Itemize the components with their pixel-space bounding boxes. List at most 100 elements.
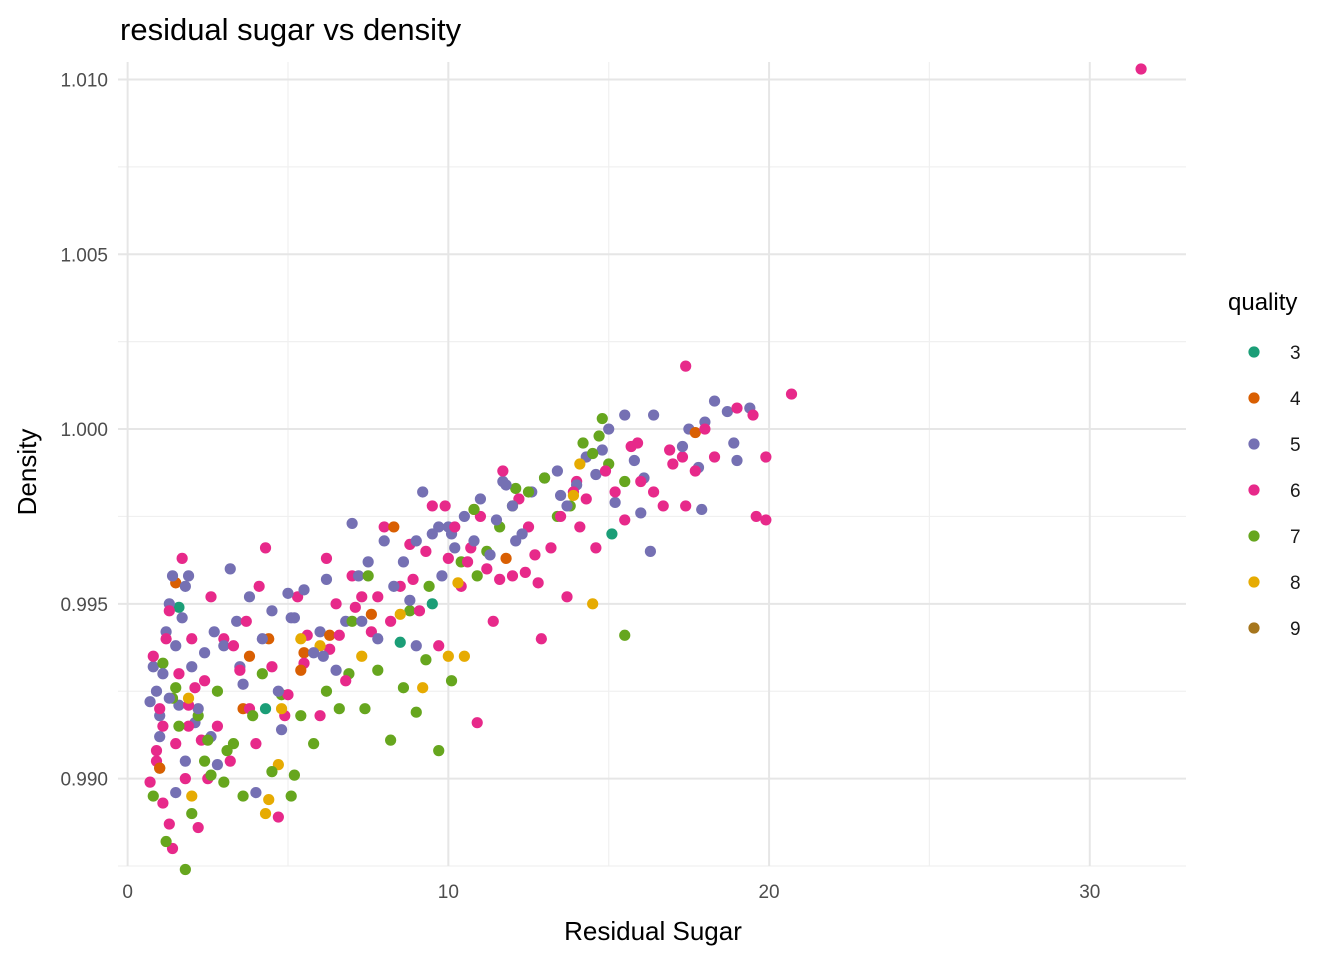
data-point-quality-6 (192, 821, 204, 834)
data-point-quality-6 (160, 633, 172, 645)
data-point-quality-5 (186, 661, 198, 673)
data-point-quality-8 (458, 650, 470, 662)
data-point-quality-6 (385, 615, 397, 627)
data-point-quality-5 (728, 437, 740, 449)
data-point-quality-7 (359, 703, 371, 715)
data-point-quality-5 (352, 570, 365, 582)
data-point-quality-7 (471, 570, 483, 582)
data-points (144, 63, 1147, 876)
data-point-quality-5 (179, 580, 191, 592)
data-point-quality-5 (346, 517, 358, 530)
data-point-quality-5 (282, 587, 294, 599)
data-point-quality-5 (609, 496, 621, 509)
data-point-quality-5 (404, 594, 416, 606)
data-point-quality-5 (596, 444, 608, 456)
data-point-quality-7 (593, 430, 605, 442)
data-point-quality-8 (186, 790, 198, 802)
data-point-quality-5 (628, 454, 640, 467)
data-point-quality-6 (182, 720, 195, 732)
data-point-quality-7 (320, 685, 333, 697)
y-axis-ticks: 0.990 0.995 1.000 1.005 1.010 (60, 70, 108, 790)
data-point-quality-5 (436, 570, 448, 582)
data-point-quality-6 (333, 629, 345, 641)
data-point-quality-6 (349, 601, 361, 613)
data-point-quality-5 (198, 647, 211, 659)
legend-key-6 (1248, 484, 1260, 496)
data-point-quality-5 (256, 633, 268, 645)
data-point-quality-6 (609, 486, 621, 498)
data-point-quality-6 (760, 514, 772, 526)
data-point-quality-5 (635, 507, 647, 519)
data-point-quality-6 (170, 738, 182, 750)
data-point-quality-6 (340, 675, 352, 687)
data-point-quality-6 (330, 598, 342, 610)
data-point-quality-6 (471, 717, 483, 729)
data-point-quality-5 (731, 454, 743, 467)
data-point-quality-7 (157, 657, 169, 669)
data-point-quality-6 (680, 500, 692, 512)
data-point-quality-5 (285, 612, 297, 624)
data-point-quality-5 (157, 668, 169, 680)
data-point-quality-7 (404, 605, 416, 617)
data-point-quality-5 (147, 661, 159, 673)
data-point-quality-8 (442, 650, 454, 662)
data-point-quality-7 (468, 503, 480, 516)
data-point-quality-3 (606, 528, 618, 540)
data-point-quality-7 (385, 734, 397, 746)
data-point-quality-5 (378, 535, 390, 547)
data-point-quality-5 (231, 615, 243, 627)
data-point-quality-7 (202, 734, 214, 746)
data-point-quality-5 (243, 591, 256, 603)
data-point-quality-5 (410, 535, 422, 547)
data-point-quality-6 (413, 605, 426, 617)
data-point-quality-7 (308, 738, 320, 750)
x-axis-title: Residual Sugar (564, 916, 742, 946)
data-point-quality-6 (259, 542, 272, 554)
data-point-quality-6 (497, 465, 509, 477)
data-point-quality-5 (708, 395, 721, 407)
data-point-quality-6 (163, 818, 175, 830)
data-point-quality-5 (484, 549, 496, 561)
data-point-quality-7 (587, 447, 599, 460)
data-point-quality-6 (664, 444, 676, 456)
data-point-quality-5 (275, 724, 288, 736)
data-point-quality-4 (243, 650, 256, 662)
data-point-quality-5 (372, 633, 384, 645)
data-point-quality-6 (356, 591, 368, 603)
data-point-quality-7 (372, 664, 384, 676)
x-tick-label: 20 (758, 882, 779, 903)
data-point-quality-3 (173, 601, 185, 613)
data-point-quality-5 (551, 465, 563, 477)
data-point-quality-5 (320, 573, 333, 585)
data-point-quality-5 (356, 615, 368, 627)
data-point-quality-7 (423, 580, 435, 592)
x-tick-label: 10 (438, 882, 459, 903)
data-point-quality-8 (452, 577, 464, 589)
data-point-quality-7 (237, 790, 249, 802)
data-point-quality-6 (532, 577, 544, 589)
data-point-quality-6 (234, 664, 246, 676)
data-point-quality-5 (317, 650, 329, 662)
data-point-quality-7 (198, 755, 211, 767)
legend-key-4 (1248, 392, 1260, 404)
data-point-quality-7 (247, 710, 259, 722)
data-point-quality-7 (333, 703, 345, 715)
data-point-quality-6 (785, 388, 798, 400)
legend-label: 8 (1290, 573, 1301, 594)
data-point-quality-5 (314, 626, 326, 638)
data-point-quality-6 (506, 570, 519, 582)
data-point-quality-6 (439, 500, 451, 512)
data-point-quality-5 (218, 640, 230, 652)
data-point-quality-5 (644, 545, 656, 557)
data-point-quality-6 (157, 720, 169, 732)
data-point-quality-5 (516, 528, 528, 540)
data-point-quality-7 (295, 710, 307, 722)
data-point-quality-6 (487, 615, 499, 627)
legend-key-7 (1248, 530, 1260, 542)
data-point-quality-7 (227, 738, 240, 750)
data-point-quality-5 (721, 405, 733, 418)
data-point-quality-4 (324, 629, 336, 641)
data-point-quality-8 (295, 633, 307, 645)
data-point-quality-8 (567, 489, 580, 502)
